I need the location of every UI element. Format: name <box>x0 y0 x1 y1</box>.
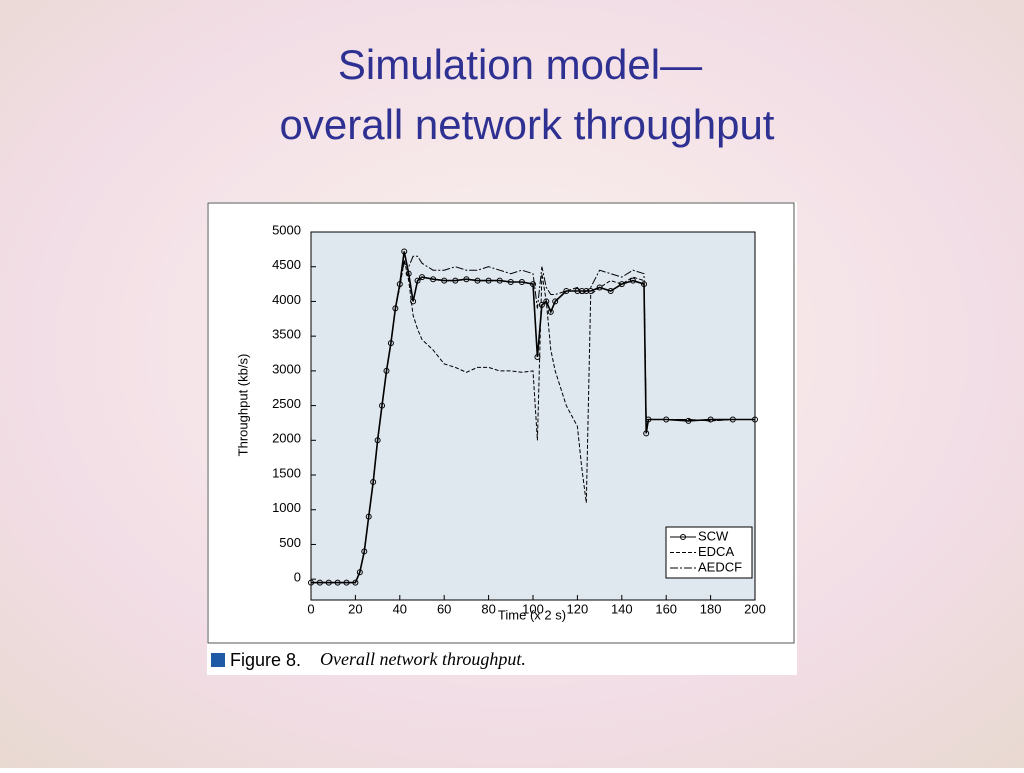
series-marker <box>578 288 585 295</box>
x-tick-label: 120 <box>567 601 589 616</box>
x-axis-label: Time (x 2 s) <box>498 607 566 622</box>
x-tick-label: 20 <box>348 601 362 616</box>
caption-text: Overall network throughput. <box>320 649 526 669</box>
y-tick-label: 1500 <box>272 465 301 480</box>
series-marker <box>547 308 554 315</box>
series-marker <box>410 298 417 305</box>
y-tick-label: 3000 <box>272 361 301 376</box>
series-marker <box>507 278 514 285</box>
series-line <box>311 255 755 584</box>
series-marker <box>618 281 625 288</box>
legend-box <box>665 526 753 579</box>
y-tick-label: 1000 <box>272 500 301 515</box>
slide-title: overall network throughput <box>280 101 775 148</box>
x-tick-label: 100 <box>522 601 544 616</box>
series-marker <box>441 277 448 284</box>
series-marker <box>643 430 650 437</box>
y-tick-label: 0 <box>294 570 301 585</box>
caption-label: Figure 8. <box>230 650 301 670</box>
series-marker <box>474 277 481 284</box>
figure-frame <box>207 202 795 644</box>
series-marker <box>530 281 536 288</box>
x-tick-label: 140 <box>611 601 633 616</box>
series-marker <box>430 276 437 283</box>
series-marker <box>707 416 714 423</box>
series-marker <box>538 301 545 308</box>
series-marker <box>607 288 614 295</box>
series-marker <box>563 288 570 295</box>
slide-title: Simulation model— <box>338 41 702 88</box>
series-marker <box>414 277 421 284</box>
legend-marker <box>680 534 686 540</box>
x-tick-label: 180 <box>700 601 722 616</box>
series-marker <box>496 277 503 284</box>
x-tick-label: 200 <box>744 601 766 616</box>
series-marker <box>419 274 425 281</box>
x-tick-label: 60 <box>437 601 451 616</box>
y-tick-label: 5000 <box>272 222 301 237</box>
y-tick-label: 500 <box>279 535 301 550</box>
series-marker <box>463 276 470 283</box>
legend-label: AEDCF <box>698 559 742 574</box>
series-marker <box>485 277 492 284</box>
series-marker <box>401 248 408 255</box>
x-tick-label: 0 <box>307 601 314 616</box>
legend-label: EDCA <box>698 544 734 559</box>
series-line <box>311 259 755 584</box>
series-marker <box>587 288 594 295</box>
series-marker <box>452 277 459 284</box>
caption-marker <box>211 653 225 667</box>
y-tick-label: 4000 <box>272 292 301 307</box>
series-marker <box>574 288 581 295</box>
x-tick-label: 160 <box>655 601 677 616</box>
y-tick-label: 3500 <box>272 327 301 342</box>
y-tick-label: 4500 <box>272 257 301 272</box>
series-marker <box>685 417 692 424</box>
y-axis-label: Throughput (kb/s) <box>235 354 250 457</box>
series-marker <box>534 353 541 360</box>
y-tick-label: 2500 <box>272 396 301 411</box>
series-marker <box>352 579 359 586</box>
x-tick-label: 80 <box>481 601 495 616</box>
series-marker <box>552 298 559 305</box>
series-marker <box>596 284 603 291</box>
series-marker <box>518 278 525 285</box>
series-marker <box>629 277 636 284</box>
series-marker <box>583 288 590 295</box>
legend-label: SCW <box>698 528 729 543</box>
x-tick-label: 40 <box>393 601 407 616</box>
y-tick-label: 2000 <box>272 431 301 446</box>
series-marker <box>405 270 412 277</box>
